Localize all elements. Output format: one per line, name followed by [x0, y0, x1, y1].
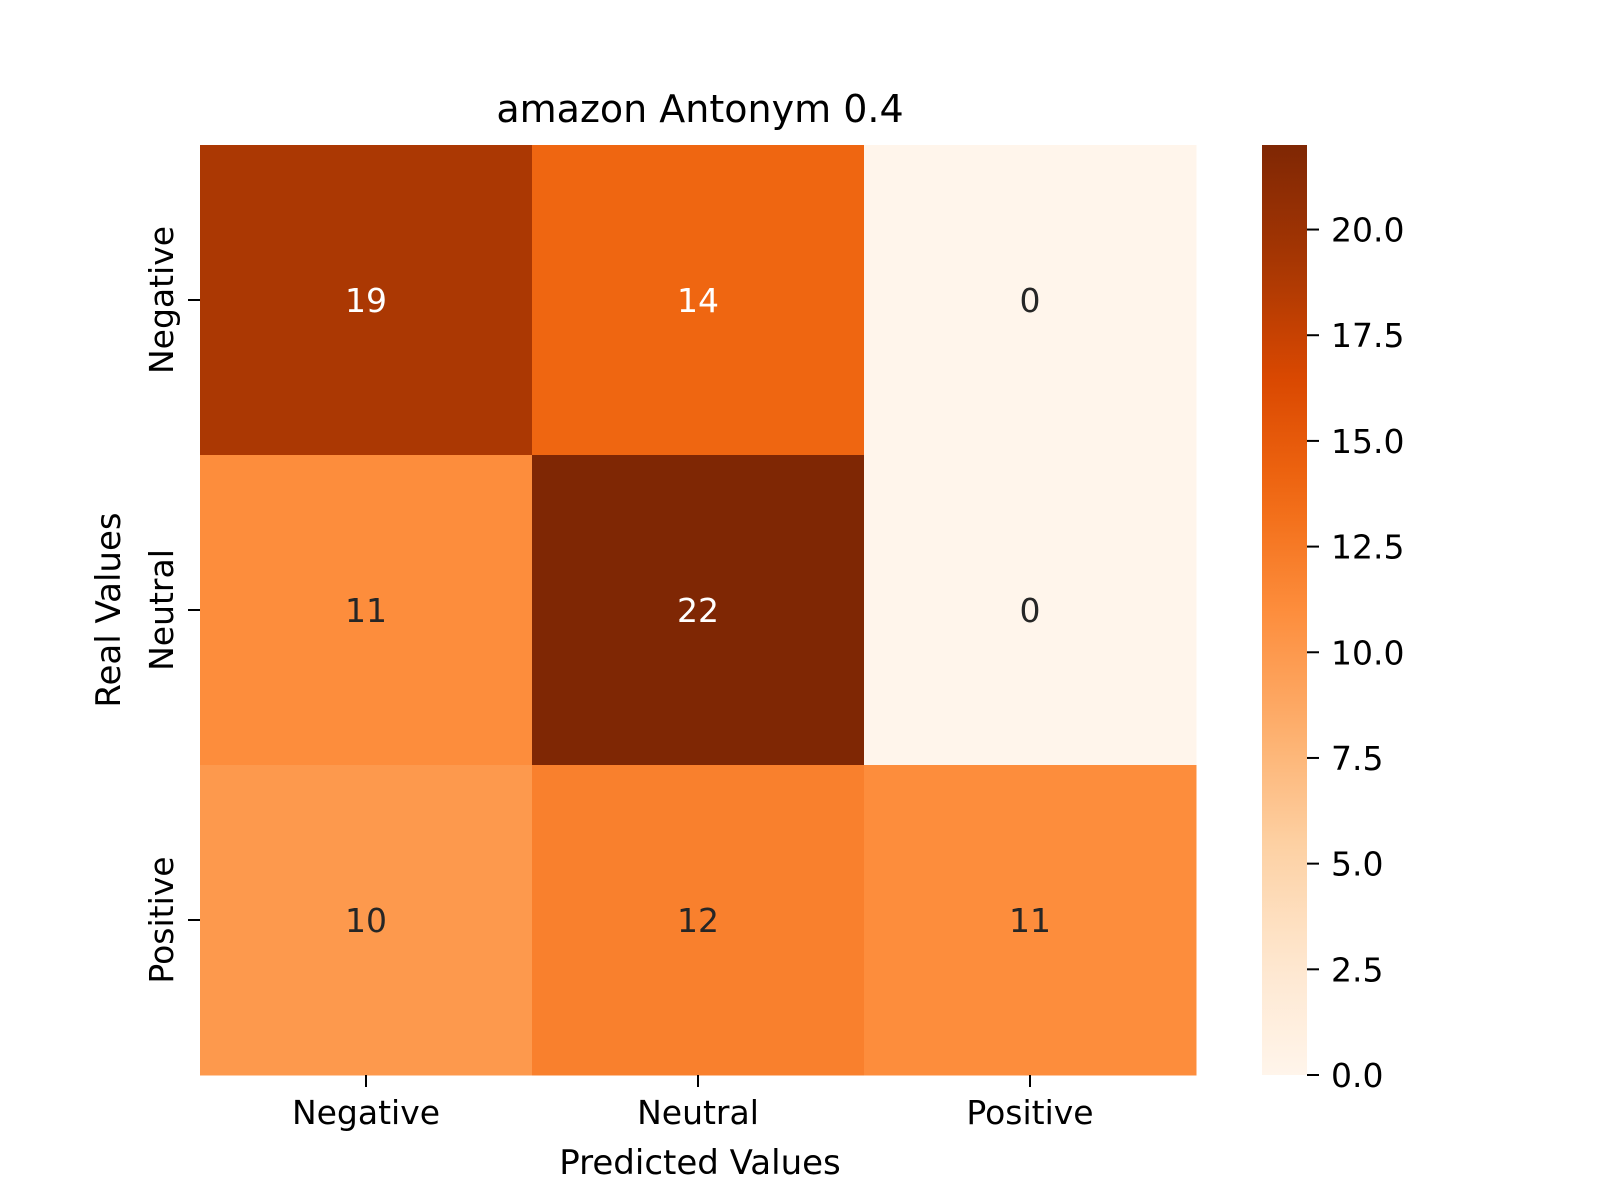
cell-value-label: 19 [345, 281, 387, 320]
cell-value-label: 0 [1020, 281, 1041, 320]
colorbar-axis: 0.0 2.5 5.0 7.5 10.0 12.5 15.0 17.5 20.0 [1307, 211, 1404, 1095]
heatmap-cell [200, 765, 533, 1076]
colorbar-tick-label: 2.5 [1331, 950, 1383, 989]
cell-value-label: 14 [677, 281, 719, 320]
colorbar [1262, 145, 1307, 1075]
cell-value-label: 0 [1020, 591, 1041, 630]
heatmap-cell-labels: 19 14 0 11 22 0 10 12 11 [345, 281, 1051, 940]
y-tick-label: Neutral [142, 549, 181, 671]
x-axis: Negative Neutral Positive [292, 1075, 1094, 1132]
y-tick-label: Positive [142, 856, 181, 983]
colorbar-tick-label: 15.0 [1331, 422, 1404, 461]
y-axis: Negative Neutral Positive [142, 226, 200, 984]
heatmap-cell [532, 765, 865, 1076]
chart-title: amazon Antonym 0.4 [496, 87, 903, 131]
x-tick-label: Positive [966, 1093, 1093, 1132]
colorbar-tick-label: 12.5 [1331, 528, 1404, 567]
colorbar-tick-label: 20.0 [1331, 211, 1404, 250]
heatmap-cells [200, 145, 1197, 1076]
heatmap-cell [532, 145, 865, 456]
y-tick-label: Negative [142, 226, 181, 374]
heatmap-cell [864, 455, 1197, 766]
heatmap-cell [200, 455, 533, 766]
colorbar-tick-label: 0.0 [1331, 1056, 1383, 1095]
x-tick-label: Neutral [637, 1093, 759, 1132]
colorbar-tick-label: 17.5 [1331, 316, 1404, 355]
cell-value-label: 10 [345, 901, 387, 940]
heatmap-cell [532, 455, 865, 766]
colorbar-tick-label: 10.0 [1331, 633, 1404, 672]
cell-value-label: 11 [345, 591, 387, 630]
heatmap-cell [200, 145, 533, 456]
y-axis-label: Real Values [89, 512, 129, 707]
heatmap-cell [864, 765, 1197, 1076]
colorbar-tick-label: 5.0 [1331, 845, 1383, 884]
cell-value-label: 22 [677, 591, 719, 630]
x-axis-label: Predicted Values [559, 1143, 841, 1183]
cell-value-label: 12 [677, 901, 719, 940]
colorbar-tick-label: 7.5 [1331, 739, 1383, 778]
cell-value-label: 11 [1009, 901, 1051, 940]
heatmap-cell [864, 145, 1197, 456]
x-tick-label: Negative [292, 1093, 440, 1132]
